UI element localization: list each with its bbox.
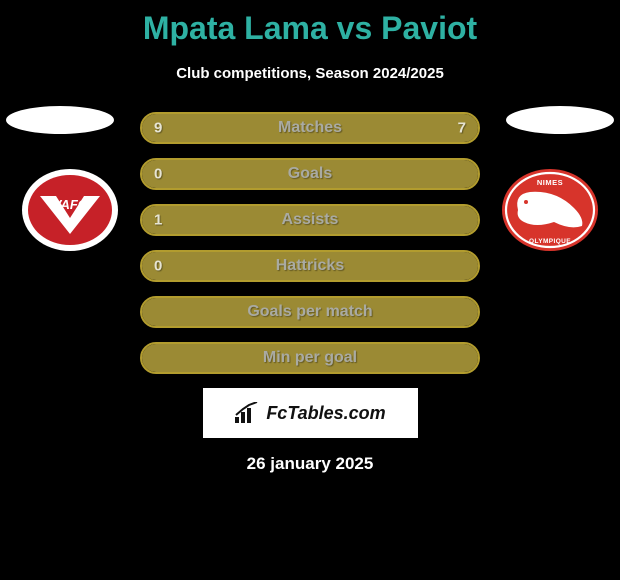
svg-text:VAFC: VAFC (53, 197, 88, 212)
svg-text:NIMES: NIMES (537, 178, 563, 187)
stat-row: 1 Assists (140, 204, 480, 236)
club-badge-left: VAFC (20, 168, 120, 253)
stat-label: Goals (288, 165, 332, 183)
stat-label: Assists (282, 211, 339, 229)
footer-brand-text: FcTables.com (266, 403, 385, 424)
stat-rows-container: 9 7 Matches 0 Goals 1 Assists 0 Hattricks Goals p… (140, 112, 480, 374)
stat-label: Min per goal (263, 349, 357, 367)
stat-label: Matches (278, 119, 342, 137)
stat-value-left: 1 (154, 212, 162, 229)
stat-value-left: 0 (154, 166, 162, 183)
svg-text:OLYMPIQUE: OLYMPIQUE (529, 238, 571, 245)
stat-row: 0 Hattricks (140, 250, 480, 282)
stat-value-left: 0 (154, 258, 162, 275)
footer-brand-badge: FcTables.com (203, 388, 418, 438)
stat-value-left: 9 (154, 120, 162, 137)
player-left-marker (6, 106, 114, 134)
stat-label: Hattricks (276, 257, 344, 275)
stat-label: Goals per match (247, 303, 372, 321)
player-right-marker (506, 106, 614, 134)
club-badge-right: NIMES OLYMPIQUE (500, 168, 600, 253)
season-subtitle: Club competitions, Season 2024/2025 (0, 65, 620, 82)
comparison-arena: VAFC NIMES OLYMPIQUE 9 7 Matches 0 Goals 1 Ass… (0, 112, 620, 374)
stat-row: 0 Goals (140, 158, 480, 190)
fctables-logo-icon (234, 402, 260, 424)
stat-row: Goals per match (140, 296, 480, 328)
page-title: Mpata Lama vs Paviot (0, 0, 620, 47)
stat-row: 9 7 Matches (140, 112, 480, 144)
vafc-logo-icon: VAFC (20, 168, 120, 253)
stat-value-right: 7 (458, 120, 466, 137)
stat-fill-right (330, 114, 478, 142)
stat-row: Min per goal (140, 342, 480, 374)
nimes-logo-icon: NIMES OLYMPIQUE (500, 168, 600, 253)
date-line: 26 january 2025 (0, 454, 620, 474)
